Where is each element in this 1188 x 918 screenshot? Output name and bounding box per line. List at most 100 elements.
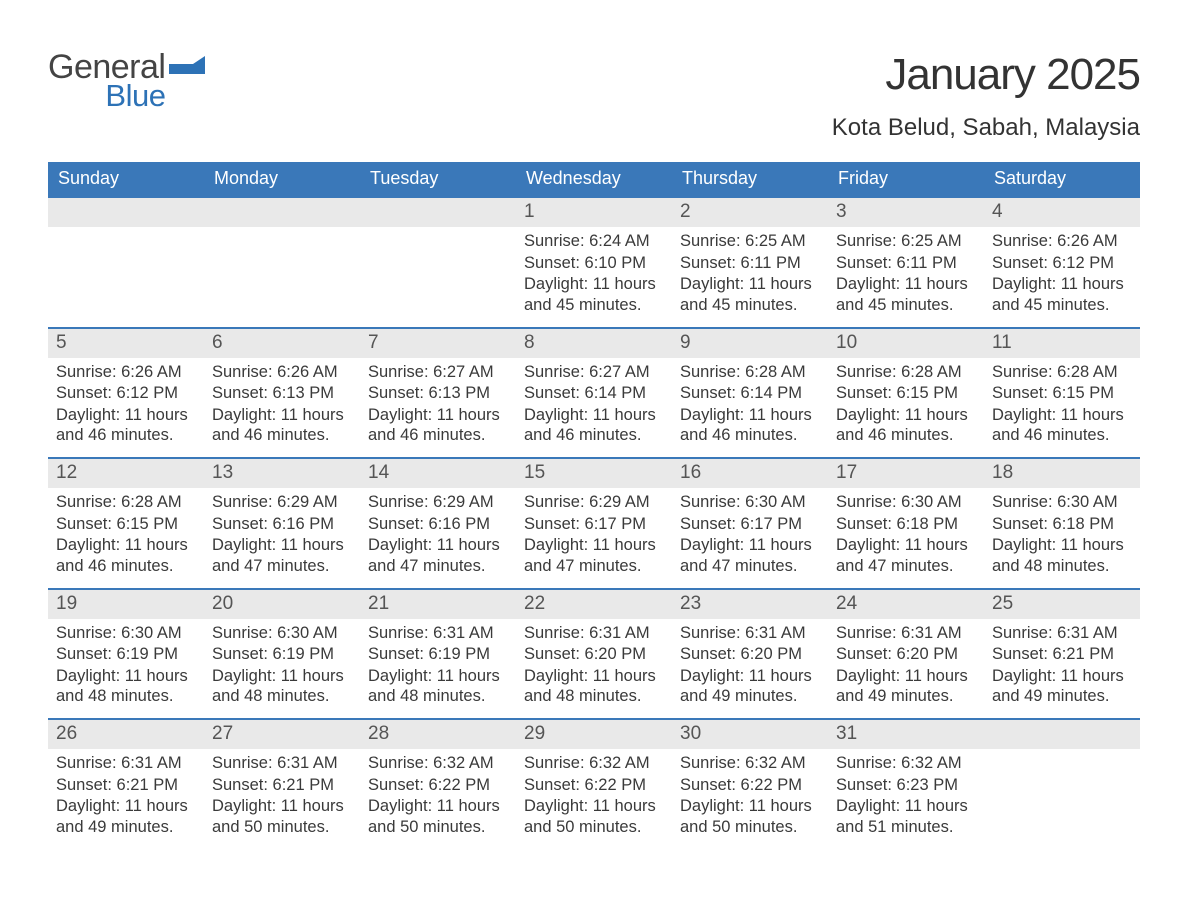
location: Kota Belud, Sabah, Malaysia	[832, 114, 1140, 142]
weekday-header: Monday	[204, 162, 360, 196]
sunset-line: Sunset: 6:18 PM	[992, 514, 1132, 535]
day-number: 19	[48, 590, 204, 619]
calendar-cell-empty	[984, 718, 1140, 849]
sunrise-line: Sunrise: 6:28 AM	[836, 362, 976, 383]
daylight-line: Daylight: 11 hours and 48 minutes.	[212, 666, 352, 707]
day-details: Sunrise: 6:31 AMSunset: 6:21 PMDaylight:…	[48, 749, 204, 838]
daylight-line: Daylight: 11 hours and 50 minutes.	[524, 796, 664, 837]
sunrise-line: Sunrise: 6:30 AM	[56, 623, 196, 644]
day-details: Sunrise: 6:30 AMSunset: 6:19 PMDaylight:…	[204, 619, 360, 708]
sunset-line: Sunset: 6:22 PM	[524, 775, 664, 796]
sunset-line: Sunset: 6:23 PM	[836, 775, 976, 796]
day-details: Sunrise: 6:31 AMSunset: 6:21 PMDaylight:…	[204, 749, 360, 838]
day-details: Sunrise: 6:29 AMSunset: 6:16 PMDaylight:…	[204, 488, 360, 577]
sunset-line: Sunset: 6:13 PM	[212, 383, 352, 404]
day-details: Sunrise: 6:27 AMSunset: 6:13 PMDaylight:…	[360, 358, 516, 447]
calendar-cell: 12Sunrise: 6:28 AMSunset: 6:15 PMDayligh…	[48, 457, 204, 588]
day-number: 23	[672, 590, 828, 619]
calendar-cell: 18Sunrise: 6:30 AMSunset: 6:18 PMDayligh…	[984, 457, 1140, 588]
daylight-line: Daylight: 11 hours and 45 minutes.	[524, 274, 664, 315]
calendar-cell: 23Sunrise: 6:31 AMSunset: 6:20 PMDayligh…	[672, 588, 828, 719]
day-details: Sunrise: 6:28 AMSunset: 6:15 PMDaylight:…	[48, 488, 204, 577]
day-number	[48, 198, 204, 227]
calendar-cell: 28Sunrise: 6:32 AMSunset: 6:22 PMDayligh…	[360, 718, 516, 849]
calendar-cell: 19Sunrise: 6:30 AMSunset: 6:19 PMDayligh…	[48, 588, 204, 719]
day-number: 4	[984, 198, 1140, 227]
calendar-cell: 13Sunrise: 6:29 AMSunset: 6:16 PMDayligh…	[204, 457, 360, 588]
logo-word-blue: Blue	[100, 80, 165, 111]
daylight-line: Daylight: 11 hours and 49 minutes.	[56, 796, 196, 837]
sunset-line: Sunset: 6:20 PM	[680, 644, 820, 665]
day-details: Sunrise: 6:30 AMSunset: 6:18 PMDaylight:…	[828, 488, 984, 577]
day-number: 24	[828, 590, 984, 619]
sunrise-line: Sunrise: 6:26 AM	[992, 231, 1132, 252]
logo-flag-icon	[169, 56, 205, 80]
day-number	[204, 198, 360, 227]
daylight-line: Daylight: 11 hours and 47 minutes.	[524, 535, 664, 576]
day-number: 13	[204, 459, 360, 488]
sunrise-line: Sunrise: 6:31 AM	[368, 623, 508, 644]
sunset-line: Sunset: 6:18 PM	[836, 514, 976, 535]
daylight-line: Daylight: 11 hours and 45 minutes.	[680, 274, 820, 315]
day-number: 30	[672, 720, 828, 749]
day-number	[984, 720, 1140, 749]
sunrise-line: Sunrise: 6:26 AM	[56, 362, 196, 383]
sunset-line: Sunset: 6:14 PM	[524, 383, 664, 404]
day-details: Sunrise: 6:31 AMSunset: 6:20 PMDaylight:…	[516, 619, 672, 708]
day-details: Sunrise: 6:26 AMSunset: 6:12 PMDaylight:…	[48, 358, 204, 447]
sunrise-line: Sunrise: 6:29 AM	[212, 492, 352, 513]
day-details: Sunrise: 6:25 AMSunset: 6:11 PMDaylight:…	[672, 227, 828, 316]
sunrise-line: Sunrise: 6:31 AM	[212, 753, 352, 774]
sunset-line: Sunset: 6:19 PM	[368, 644, 508, 665]
sunset-line: Sunset: 6:22 PM	[368, 775, 508, 796]
sunset-line: Sunset: 6:21 PM	[56, 775, 196, 796]
day-number: 1	[516, 198, 672, 227]
daylight-line: Daylight: 11 hours and 48 minutes.	[992, 535, 1132, 576]
day-details: Sunrise: 6:32 AMSunset: 6:22 PMDaylight:…	[360, 749, 516, 838]
day-details: Sunrise: 6:24 AMSunset: 6:10 PMDaylight:…	[516, 227, 672, 316]
weekday-header: Tuesday	[360, 162, 516, 196]
calendar-cell: 9Sunrise: 6:28 AMSunset: 6:14 PMDaylight…	[672, 327, 828, 458]
month-title: January 2025	[832, 50, 1140, 100]
sunset-line: Sunset: 6:15 PM	[992, 383, 1132, 404]
sunrise-line: Sunrise: 6:32 AM	[680, 753, 820, 774]
daylight-line: Daylight: 11 hours and 49 minutes.	[992, 666, 1132, 707]
daylight-line: Daylight: 11 hours and 47 minutes.	[212, 535, 352, 576]
sunrise-line: Sunrise: 6:28 AM	[680, 362, 820, 383]
day-details: Sunrise: 6:26 AMSunset: 6:13 PMDaylight:…	[204, 358, 360, 447]
logo: General Blue	[48, 50, 205, 111]
day-details: Sunrise: 6:25 AMSunset: 6:11 PMDaylight:…	[828, 227, 984, 316]
sunrise-line: Sunrise: 6:31 AM	[524, 623, 664, 644]
sunrise-line: Sunrise: 6:32 AM	[836, 753, 976, 774]
sunset-line: Sunset: 6:21 PM	[992, 644, 1132, 665]
sunrise-line: Sunrise: 6:30 AM	[680, 492, 820, 513]
daylight-line: Daylight: 11 hours and 48 minutes.	[56, 666, 196, 707]
sunrise-line: Sunrise: 6:28 AM	[56, 492, 196, 513]
sunset-line: Sunset: 6:15 PM	[836, 383, 976, 404]
calendar-cell: 21Sunrise: 6:31 AMSunset: 6:19 PMDayligh…	[360, 588, 516, 719]
calendar-cell-empty	[48, 196, 204, 327]
day-number: 11	[984, 329, 1140, 358]
weekday-header: Friday	[828, 162, 984, 196]
day-number: 26	[48, 720, 204, 749]
calendar-cell: 4Sunrise: 6:26 AMSunset: 6:12 PMDaylight…	[984, 196, 1140, 327]
logo-text: General Blue	[48, 50, 165, 111]
daylight-line: Daylight: 11 hours and 47 minutes.	[368, 535, 508, 576]
daylight-line: Daylight: 11 hours and 47 minutes.	[680, 535, 820, 576]
daylight-line: Daylight: 11 hours and 49 minutes.	[680, 666, 820, 707]
sunrise-line: Sunrise: 6:25 AM	[836, 231, 976, 252]
sunset-line: Sunset: 6:22 PM	[680, 775, 820, 796]
day-details: Sunrise: 6:31 AMSunset: 6:20 PMDaylight:…	[672, 619, 828, 708]
day-number: 7	[360, 329, 516, 358]
daylight-line: Daylight: 11 hours and 50 minutes.	[368, 796, 508, 837]
calendar-cell: 8Sunrise: 6:27 AMSunset: 6:14 PMDaylight…	[516, 327, 672, 458]
day-number: 28	[360, 720, 516, 749]
calendar-cell: 2Sunrise: 6:25 AMSunset: 6:11 PMDaylight…	[672, 196, 828, 327]
day-details: Sunrise: 6:30 AMSunset: 6:19 PMDaylight:…	[48, 619, 204, 708]
day-number: 5	[48, 329, 204, 358]
day-details: Sunrise: 6:29 AMSunset: 6:17 PMDaylight:…	[516, 488, 672, 577]
calendar-cell: 27Sunrise: 6:31 AMSunset: 6:21 PMDayligh…	[204, 718, 360, 849]
calendar-cell-empty	[204, 196, 360, 327]
day-number: 27	[204, 720, 360, 749]
sunset-line: Sunset: 6:12 PM	[56, 383, 196, 404]
